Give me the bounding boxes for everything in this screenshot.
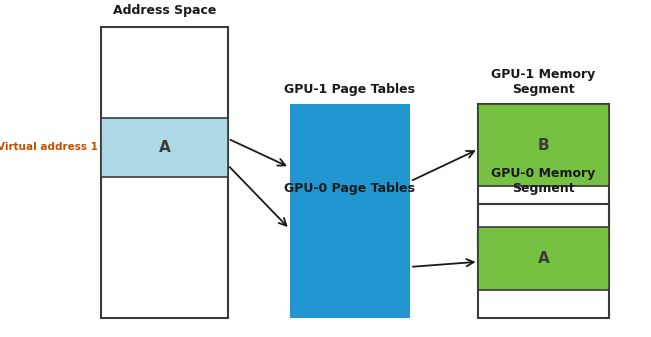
FancyBboxPatch shape xyxy=(290,104,410,244)
Text: Virtual address 1: Virtual address 1 xyxy=(0,143,98,152)
FancyBboxPatch shape xyxy=(101,118,228,177)
Text: GPU-1 Page Tables: GPU-1 Page Tables xyxy=(284,83,415,96)
Text: A: A xyxy=(158,140,171,155)
Text: A: A xyxy=(538,251,549,266)
Text: GPU-0 Page Tables: GPU-0 Page Tables xyxy=(284,182,415,195)
FancyBboxPatch shape xyxy=(478,227,609,290)
Text: Process Virtual
Address Space: Process Virtual Address Space xyxy=(111,0,217,17)
Text: B: B xyxy=(538,137,549,153)
Text: GPU-0 Memory
Segment: GPU-0 Memory Segment xyxy=(492,167,596,195)
FancyBboxPatch shape xyxy=(478,204,609,318)
FancyBboxPatch shape xyxy=(478,104,609,186)
FancyBboxPatch shape xyxy=(478,104,609,244)
FancyBboxPatch shape xyxy=(101,27,228,318)
FancyBboxPatch shape xyxy=(290,204,410,318)
Text: GPU-1 Memory
Segment: GPU-1 Memory Segment xyxy=(492,68,596,96)
